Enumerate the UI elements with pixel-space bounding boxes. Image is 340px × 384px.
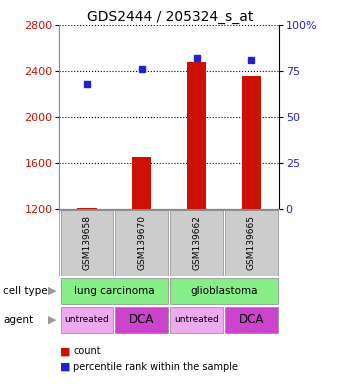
Text: GSM139662: GSM139662 [192,215,201,270]
Text: DCA: DCA [129,313,154,326]
Text: glioblastoma: glioblastoma [190,286,258,296]
Text: agent: agent [3,314,34,325]
Text: ▶: ▶ [48,314,56,325]
Bar [242,76,261,209]
Text: ▶: ▶ [48,286,56,296]
Bar [115,210,168,276]
Bar [225,210,278,276]
Text: GSM139658: GSM139658 [82,215,91,270]
Text: ■: ■ [59,362,70,372]
Text: ■: ■ [59,346,70,356]
Bar [61,307,113,333]
Text: GDS2444 / 205324_s_at: GDS2444 / 205324_s_at [87,10,253,23]
Bar [132,157,151,209]
Text: lung carcinoma: lung carcinoma [74,286,155,296]
Text: percentile rank within the sample: percentile rank within the sample [73,362,238,372]
Bar [170,210,223,276]
Bar [61,278,168,304]
Bar [170,278,278,304]
Bar [77,208,97,209]
Text: GSM139670: GSM139670 [137,215,146,270]
Text: GSM139665: GSM139665 [247,215,256,270]
Text: DCA: DCA [239,313,264,326]
Bar [187,62,206,209]
Text: untreated: untreated [65,315,109,324]
Bar [61,210,113,276]
Bar [115,307,168,333]
Bar [170,307,223,333]
Bar [225,307,278,333]
Text: cell type: cell type [3,286,48,296]
Text: count: count [73,346,101,356]
Text: untreated: untreated [174,315,219,324]
